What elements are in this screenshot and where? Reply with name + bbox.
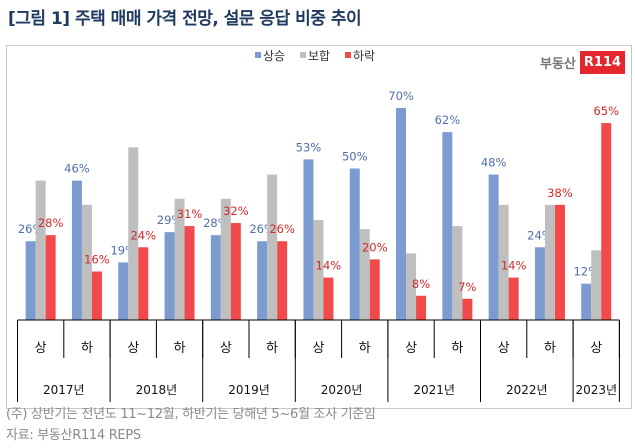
bar-보합-1 [81,204,92,320]
year-label: 2021년 [413,383,455,397]
category-label: 상 [220,341,232,356]
bar-상승-7 [349,168,360,320]
category-label: 하 [174,341,186,356]
data-label: 70% [388,89,414,103]
legend-label-1: 보합 [308,49,330,63]
year-label: 2017년 [43,383,85,397]
data-label: 16% [84,253,110,267]
bar-하락-1 [91,271,102,320]
category-label: 상 [35,341,47,356]
bar-상승-0 [25,241,36,320]
bar-상승-8 [396,107,407,321]
logo-badge: R114 [579,51,626,74]
bar-상승-9 [442,132,453,320]
data-label: 53% [296,140,322,154]
data-label: 65% [593,104,619,118]
data-label: 14% [501,259,527,273]
bar-보합-5 [267,174,278,320]
bar-보합-12 [591,250,602,320]
bar-상승-12 [581,283,592,320]
legend-swatch-0 [255,52,261,58]
legend-swatch-2 [345,52,351,58]
bar-하락-12 [601,123,612,320]
category-label: 상 [590,341,602,356]
data-label: 50% [342,150,368,164]
bar-하락-9 [462,298,473,320]
bar-상승-2 [118,262,129,320]
legend-label-0: 상승 [263,49,285,63]
legend-swatch-1 [300,52,306,58]
bar-보합-9 [452,226,463,320]
bar-하락-7 [369,259,380,320]
data-label: 62% [435,113,461,127]
bar-하락-0 [45,235,56,320]
data-label: 8% [412,277,430,291]
bar-보합-8 [406,253,417,320]
bar-하락-5 [277,241,288,320]
bar-상승-3 [164,232,175,320]
logo: 부동산 R114 [540,51,626,74]
bar-보합-6 [313,220,324,320]
bar-상승-1 [71,180,82,320]
data-label: 31% [177,207,203,221]
category-label: 상 [312,341,324,356]
bar-보합-4 [220,198,231,320]
year-label: 2020년 [321,383,363,397]
category-label: 하 [359,341,371,356]
page-title: [그림 1] 주택 매매 가격 전망, 설문 응답 비중 추이 [8,9,362,29]
category-label: 하 [266,341,278,356]
bar-하락-3 [184,226,195,320]
category-label: 상 [127,341,139,356]
bar-하락-2 [138,247,149,320]
bar-하락-11 [554,204,565,320]
data-label: 46% [64,162,90,176]
data-label: 48% [481,156,507,170]
bar-하락-10 [508,277,519,320]
year-label: 2018년 [136,383,178,397]
bar-보합-3 [174,198,185,320]
year-label: 2019년 [228,383,270,397]
bar-하락-8 [416,295,427,320]
bar-상승-10 [488,174,499,320]
bar-보합-11 [544,204,555,320]
legend-label-2: 하락 [353,49,375,63]
data-label: 24% [130,228,156,242]
category-label: 상 [405,341,417,356]
category-label: 하 [451,341,463,356]
bar-보합-7 [359,229,370,320]
year-label: 2023년 [575,383,617,397]
category-label: 하 [544,341,556,356]
category-label: 하 [81,341,93,356]
data-label: 32% [223,204,249,218]
bar-상승-4 [210,235,221,320]
chart-frame [6,45,632,409]
data-label: 26% [269,222,295,236]
data-label: 14% [316,259,342,273]
bar-하락-4 [230,223,241,320]
bar-보합-10 [498,204,509,320]
data-label: 20% [362,240,388,254]
logo-text: 부동산 [540,57,576,72]
bar-하락-6 [323,277,334,320]
bar-보합-2 [128,147,139,320]
bar-상승-6 [303,159,314,320]
bar-보합-0 [35,180,46,320]
year-label: 2022년 [506,383,548,397]
data-label: 7% [458,280,476,294]
category-label: 상 [498,341,510,356]
data-label: 38% [547,186,573,200]
source-note: 자료: 부동산R114 REPS [6,428,141,443]
bar-상승-5 [257,241,268,320]
bar-상승-11 [534,247,545,320]
data-label: 28% [38,216,64,230]
footnote: (주) 상반기는 전년도 11~12월, 하반기는 당해년 5~6월 조사 기준… [6,407,376,422]
